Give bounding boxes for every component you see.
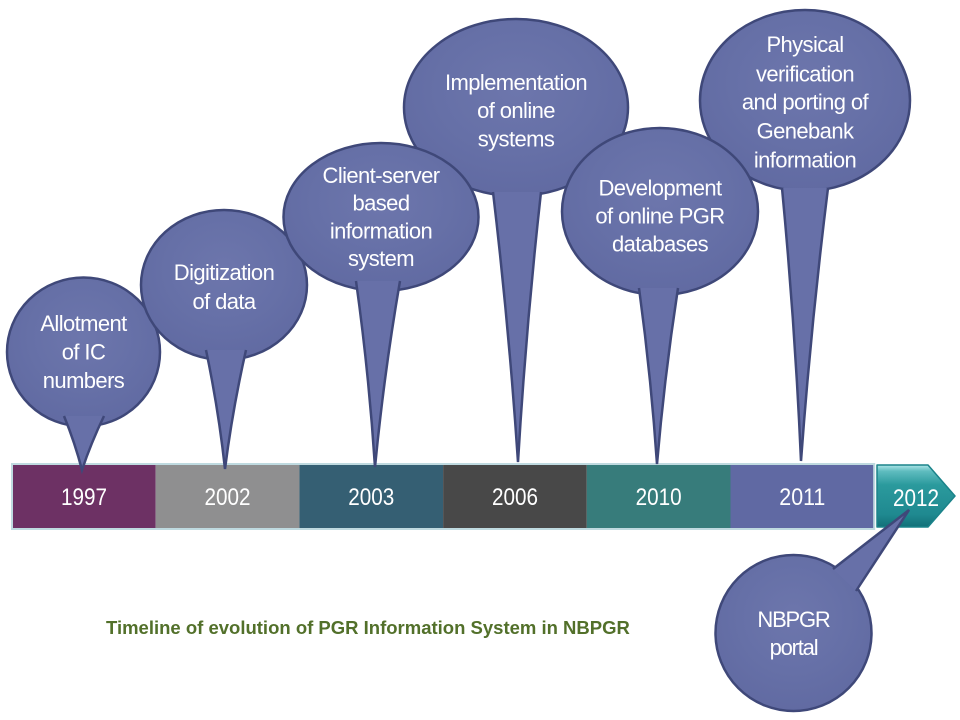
svg-text:2002: 2002	[205, 484, 251, 511]
svg-text:Physical: Physical	[766, 32, 843, 57]
svg-text:2011: 2011	[779, 484, 825, 511]
svg-text:Allotment: Allotment	[40, 311, 127, 336]
svg-text:of data: of data	[192, 289, 256, 314]
svg-text:of online: of online	[477, 98, 555, 123]
svg-text:portal: portal	[770, 635, 818, 660]
svg-text:Development: Development	[598, 176, 722, 201]
svg-text:system: system	[348, 246, 414, 271]
svg-text:2003: 2003	[348, 484, 394, 511]
svg-text:Genebank: Genebank	[757, 119, 855, 144]
svg-text:NBPGR: NBPGR	[757, 607, 830, 632]
svg-text:based: based	[353, 191, 410, 216]
svg-text:Timeline of evolution of PGR I: Timeline of evolution of PGR Information…	[106, 617, 630, 638]
svg-text:verification: verification	[756, 62, 854, 87]
svg-text:2012: 2012	[893, 485, 939, 512]
svg-text:numbers: numbers	[43, 368, 125, 393]
svg-text:systems: systems	[478, 127, 555, 152]
svg-text:Digitization: Digitization	[174, 260, 274, 285]
svg-text:2010: 2010	[636, 484, 682, 511]
svg-text:of IC: of IC	[62, 340, 106, 365]
svg-text:2006: 2006	[492, 484, 538, 511]
svg-text:databases: databases	[612, 232, 709, 257]
svg-text:1997: 1997	[61, 484, 107, 511]
svg-text:information: information	[754, 148, 856, 173]
svg-text:of online PGR: of online PGR	[595, 204, 724, 229]
svg-text:and porting of: and porting of	[742, 90, 870, 115]
svg-text:Client-server: Client-server	[323, 163, 440, 188]
svg-text:Implementation: Implementation	[445, 70, 587, 95]
svg-text:information: information	[330, 219, 432, 244]
